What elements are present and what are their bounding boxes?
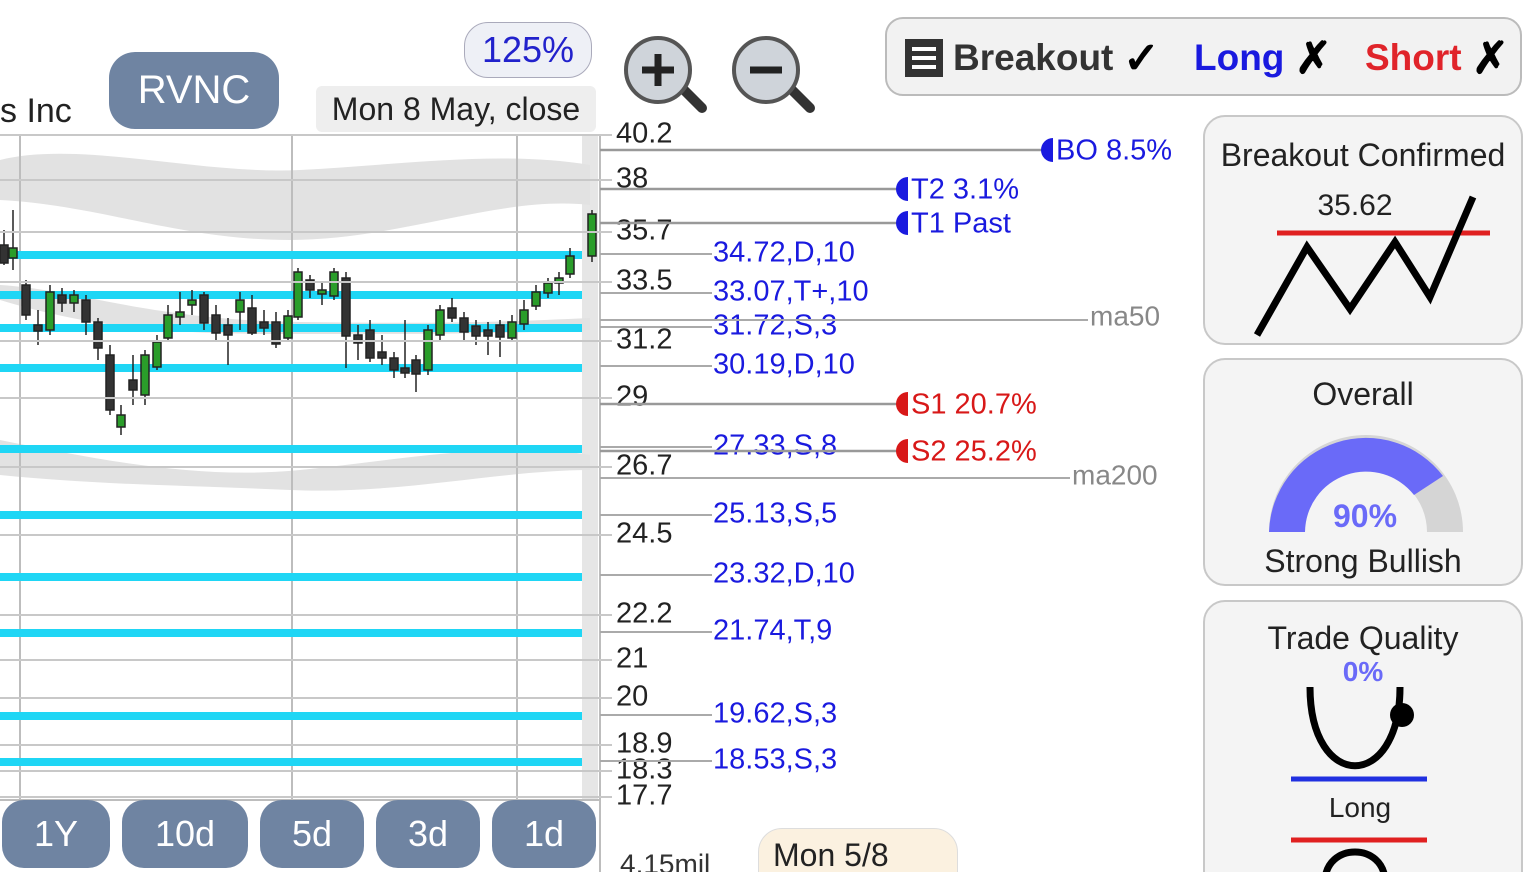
price-tick-label: 18.9 — [616, 728, 672, 760]
price-tick-label: 33.5 — [616, 265, 672, 297]
breakout-icon — [1253, 195, 1490, 337]
price-tick-label: 31.2 — [616, 324, 672, 356]
targets: BO 8.5% T2 3.1%T1 Past S1 20.7% S2 25.2% — [600, 135, 1172, 468]
zoom-controls — [624, 36, 815, 113]
price-tick-label: 40.2 — [616, 118, 672, 150]
signal-bar: Breakout ✓ Long ✗ Short ✗ — [885, 17, 1522, 96]
date-label: Mon 8 May, close — [316, 86, 596, 132]
target-label: BO 8.5% — [1056, 135, 1172, 167]
overall-label: Strong Bullish — [1264, 543, 1462, 579]
target-marker — [896, 439, 908, 463]
price-tick-label: 35.7 — [616, 215, 672, 247]
level-label: 25.13,S,5 — [713, 498, 837, 530]
level-label: 27.33,S,8 — [713, 430, 837, 462]
breakout-panel: Breakout Confirmed 35.62 — [1203, 115, 1523, 345]
target-label: S2 25.2% — [911, 436, 1037, 468]
zoom-level[interactable]: 125% — [464, 22, 592, 78]
ma-band — [0, 153, 590, 240]
price-tick-label: 22.2 — [616, 598, 672, 630]
target-marker — [896, 177, 908, 201]
price-tick-label: 26.7 — [616, 450, 672, 482]
panel-title: Breakout Confirmed — [1220, 137, 1506, 173]
period-button[interactable]: 5d — [260, 800, 364, 868]
price-tick-label: 29 — [616, 381, 648, 413]
target-label: S1 20.7% — [911, 389, 1037, 421]
price-tick-label: 17.7 — [616, 780, 672, 812]
price-axis: 40.23835.733.531.22926.724.522.2212018.9… — [0, 118, 672, 812]
target-label: T1 Past — [911, 208, 1011, 240]
date-tag: Mon 5/8 — [758, 828, 958, 872]
long-signal: Long — [1194, 37, 1285, 78]
price-tick-label: 21 — [616, 643, 648, 675]
volume-label: 4.15mil — [620, 848, 710, 872]
price-tick-label: 20 — [616, 681, 648, 713]
zoom-out[interactable] — [732, 36, 815, 113]
ma-label: ma50 — [1090, 300, 1160, 331]
breakout-signal: Breakout — [953, 37, 1114, 78]
ma-band — [0, 285, 590, 334]
trade-quality-panel: Trade Quality 0% Long — [1203, 600, 1523, 872]
trade-quality-label: Long — [1328, 792, 1392, 823]
target-marker — [1041, 138, 1053, 162]
short-state: ✗ — [1472, 34, 1509, 83]
price-tick-label: 24.5 — [616, 518, 672, 550]
zoom-in[interactable] — [624, 36, 707, 113]
company-name: s Inc — [0, 92, 72, 130]
level-label: 18.53,S,3 — [713, 744, 837, 776]
target-label: T2 3.1% — [911, 174, 1019, 206]
ma-band — [0, 440, 590, 491]
ticker[interactable]: RVNC — [109, 52, 279, 129]
price-chart: 40.23835.733.531.22926.724.522.2212018.9… — [0, 118, 1172, 872]
period-button[interactable]: 10d — [122, 800, 248, 868]
ma-label: ma200 — [1072, 459, 1158, 490]
level-label: 33.07,T+,10 — [713, 276, 869, 308]
gauge — [1269, 435, 1463, 532]
quality-icon — [1291, 686, 1427, 872]
period-button[interactable]: 1Y — [2, 800, 110, 868]
level-label: 34.72,D,10 — [713, 237, 855, 269]
level-label: 19.62,S,3 — [713, 698, 837, 730]
level-label: 21.74,T,9 — [713, 615, 832, 647]
menu-icon[interactable] — [905, 39, 943, 77]
level-label: 23.32,D,10 — [713, 558, 855, 590]
breakout-state: ✓ — [1123, 34, 1160, 83]
overall-panel: Overall 90% Strong Bullish — [1203, 358, 1523, 586]
panel-title: Trade Quality — [1267, 620, 1459, 656]
level-label: 31.72,S,3 — [713, 310, 837, 342]
level-label: 30.19,D,10 — [713, 349, 855, 381]
candles — [0, 210, 597, 435]
trade-quality-score: 0% — [1342, 656, 1384, 687]
panel-title: Overall — [1312, 376, 1414, 412]
target-marker — [896, 392, 908, 416]
long-state: ✗ — [1295, 34, 1332, 83]
target-marker — [896, 211, 908, 235]
period-button[interactable]: 3d — [376, 800, 480, 868]
overall-score: 90% — [1332, 498, 1398, 534]
short-signal: Short — [1365, 37, 1462, 78]
price-tick-label: 18.3 — [616, 754, 672, 786]
breakout-price: 35.62 — [1317, 189, 1393, 222]
period-button[interactable]: 1d — [492, 800, 596, 868]
